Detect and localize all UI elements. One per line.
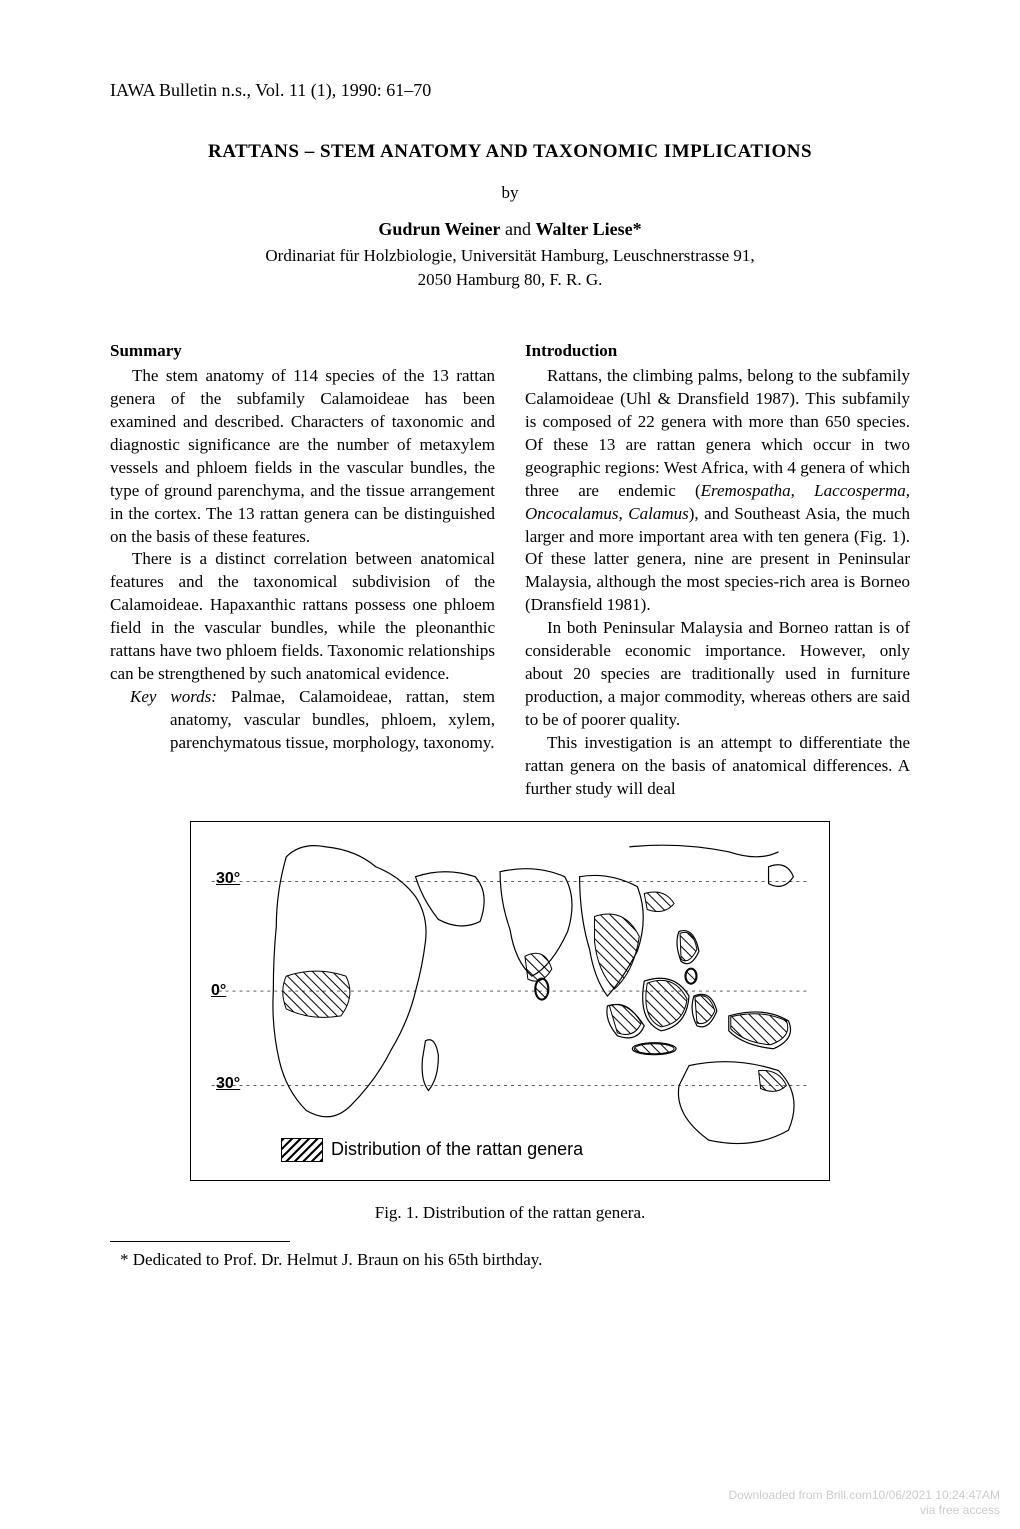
figure-1: 30° 0° 30° Distribution of the rattan ge…	[110, 821, 910, 1223]
affiliation-line-1: Ordinariat für Holzbiologie, Universität…	[110, 246, 910, 266]
keywords-text: Palmae, Calamoideae, rattan, stem anatom…	[170, 687, 495, 752]
figure-caption: Fig. 1. Distribution of the rattan gener…	[110, 1203, 910, 1223]
footnote: * Dedicated to Prof. Dr. Helmut J. Braun…	[110, 1250, 910, 1270]
intro-para-2: In both Peninsular Malaysia and Borneo r…	[525, 617, 910, 732]
author-connector: and	[501, 219, 536, 239]
intro-p1-pre: Rattans, the climbing palms, belong to t…	[525, 366, 910, 500]
legend-swatch	[281, 1138, 323, 1162]
author-2: Walter Liese*	[536, 219, 642, 239]
keywords: Key words: Palmae, Calamoideae, rattan, …	[110, 686, 495, 755]
keywords-label: Key words:	[130, 687, 217, 706]
intro-para-3: This investigation is an attempt to diff…	[525, 732, 910, 801]
summary-para-1: The stem anatomy of 114 species of the 1…	[110, 365, 495, 549]
summary-heading: Summary	[110, 340, 495, 363]
left-column: Summary The stem anatomy of 114 species …	[110, 340, 495, 801]
latitude-0: 0°	[211, 982, 226, 1000]
intro-para-1: Rattans, the climbing palms, belong to t…	[525, 365, 910, 617]
byline: by	[110, 183, 910, 203]
latitude-30n: 30°	[216, 870, 240, 888]
summary-para-2: There is a distinct correlation between …	[110, 548, 495, 686]
figure-legend: Distribution of the rattan genera	[281, 1138, 583, 1162]
watermark-line-1: Downloaded from Brill.com10/06/2021 10:2…	[729, 1488, 1001, 1504]
author-1: Gudrun Weiner	[378, 219, 500, 239]
authors: Gudrun Weiner and Walter Liese*	[110, 219, 910, 240]
watermark-line-2: via free access	[729, 1503, 1001, 1519]
latitude-30s: 30°	[216, 1075, 240, 1093]
legend-text: Distribution of the rattan genera	[331, 1139, 583, 1160]
download-watermark: Downloaded from Brill.com10/06/2021 10:2…	[729, 1488, 1001, 1519]
article-title: RATTANS – STEM ANATOMY AND TAXONOMIC IMP…	[110, 141, 910, 163]
two-column-body: Summary The stem anatomy of 114 species …	[110, 340, 910, 801]
right-column: Introduction Rattans, the climbing palms…	[525, 340, 910, 801]
footnote-rule	[110, 1241, 290, 1242]
distribution-map-svg	[191, 822, 829, 1180]
figure-map-box: 30° 0° 30° Distribution of the rattan ge…	[190, 821, 830, 1181]
journal-header: IAWA Bulletin n.s., Vol. 11 (1), 1990: 6…	[110, 80, 910, 101]
introduction-heading: Introduction	[525, 340, 910, 363]
affiliation-line-2: 2050 Hamburg 80, F. R. G.	[110, 270, 910, 290]
